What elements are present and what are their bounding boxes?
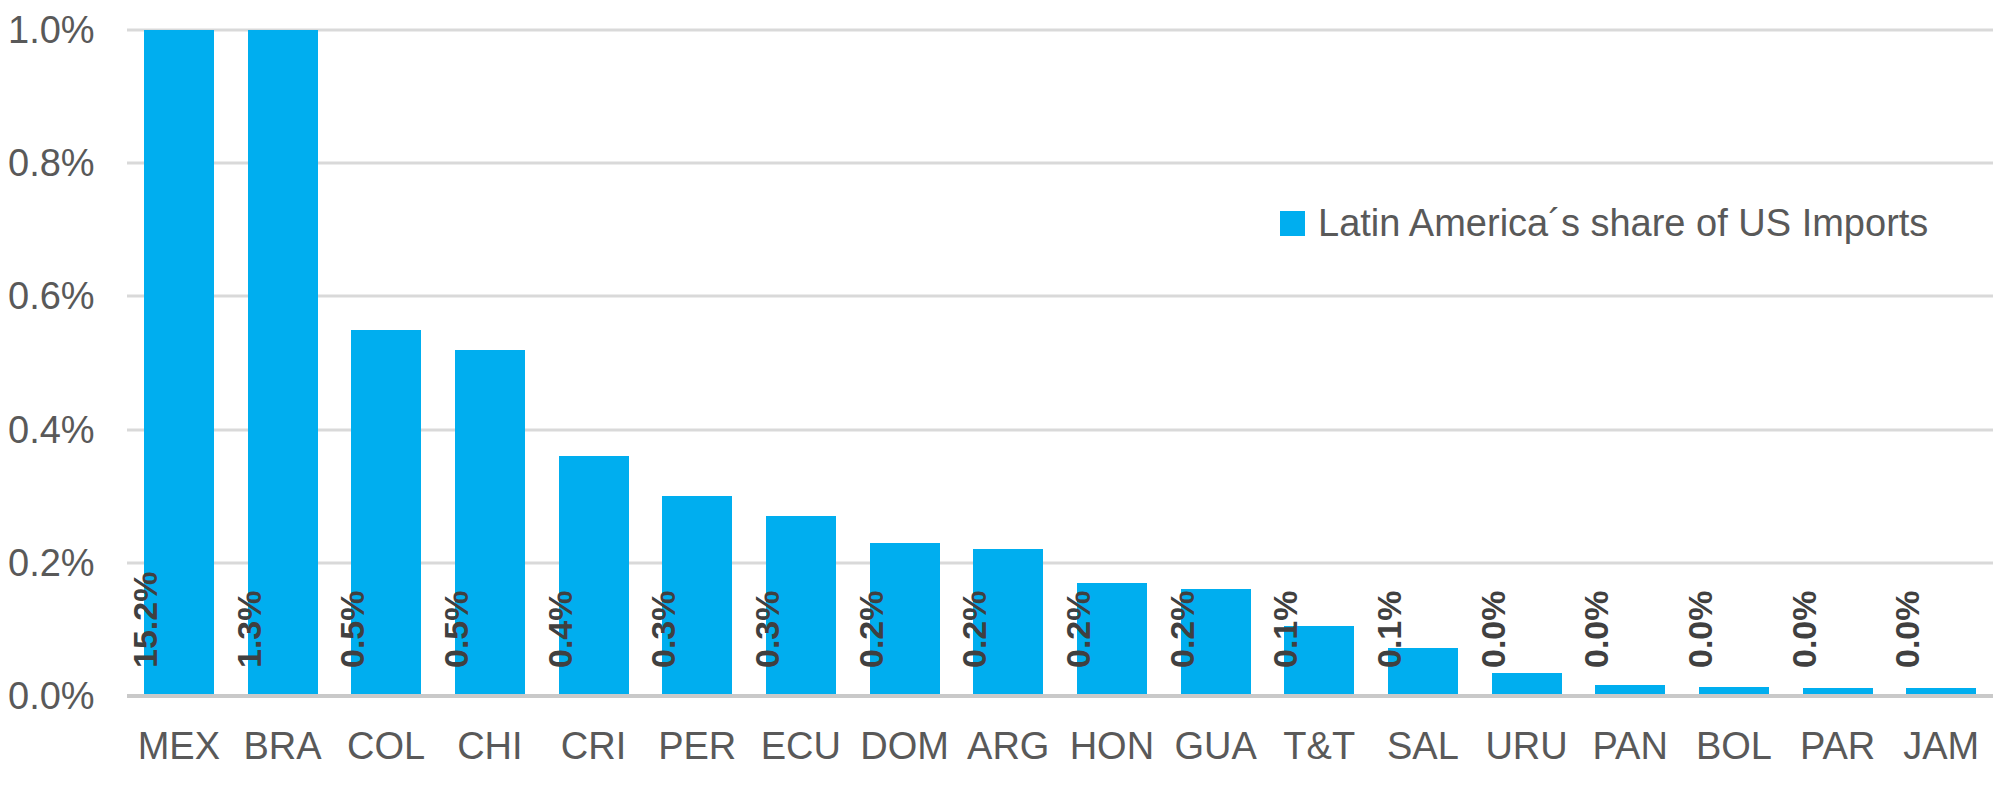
- legend-swatch-icon: [1280, 211, 1305, 236]
- bar-cell: 0.2%: [1164, 30, 1268, 696]
- plot-area: 15.2% 1.3% 0.5% 0.5% 0.4% 0.3% 0.3% 0.2% 0.2% 0.2…: [127, 30, 1993, 696]
- bar-cell: 0.2%: [853, 30, 957, 696]
- bar-cell: 0.4%: [542, 30, 646, 696]
- x-tick-label: PER: [645, 722, 749, 770]
- y-tick-label: 0.2%: [8, 544, 95, 582]
- bar: [1492, 673, 1562, 696]
- x-tick-label: PAN: [1578, 722, 1682, 770]
- bar-cell: 0.0%: [1786, 30, 1890, 696]
- x-tick-label: GUA: [1164, 722, 1268, 770]
- bar-value-label: 0.0%: [1579, 591, 1613, 669]
- bar-value-label: 0.2%: [854, 591, 888, 669]
- x-tick-label: MEX: [127, 722, 231, 770]
- x-axis-line: [127, 694, 1993, 698]
- x-axis: MEXBRACOLCHICRIPERECUDOMARGHONGUAT&TSALU…: [127, 722, 1993, 770]
- y-tick-label: 0.4%: [8, 411, 95, 449]
- x-tick-label: COL: [334, 722, 438, 770]
- bar-cell: 0.1%: [1371, 30, 1475, 696]
- bar-value-label: 0.3%: [750, 591, 784, 669]
- legend: Latin America´s share of US Imports: [1280, 200, 1928, 246]
- y-tick-label: 0.0%: [8, 677, 95, 715]
- y-tick-label: 0.8%: [8, 144, 95, 182]
- y-tick-label: 1.0%: [8, 11, 95, 49]
- bar-cell: 1.3%: [231, 30, 335, 696]
- bar-value-label: 0.5%: [335, 591, 369, 669]
- bar-cell: 0.3%: [645, 30, 749, 696]
- bar-value-label: 0.0%: [1683, 591, 1717, 669]
- x-tick-label: CHI: [438, 722, 542, 770]
- bar-cell: 0.0%: [1475, 30, 1579, 696]
- bar-cell: 0.5%: [334, 30, 438, 696]
- x-tick-label: T&T: [1267, 722, 1371, 770]
- bar-cell: 15.2%: [127, 30, 231, 696]
- x-tick-label: ARG: [956, 722, 1060, 770]
- bar-series: 15.2% 1.3% 0.5% 0.5% 0.4% 0.3% 0.3% 0.2% 0.2% 0.2…: [127, 30, 1993, 696]
- bar-value-label: 1.3%: [232, 591, 266, 669]
- x-tick-label: DOM: [853, 722, 957, 770]
- bar-cell: 0.2%: [1060, 30, 1164, 696]
- bar-cell: 0.5%: [438, 30, 542, 696]
- bar-cell: 0.0%: [1578, 30, 1682, 696]
- x-tick-label: URU: [1475, 722, 1579, 770]
- x-tick-label: SAL: [1371, 722, 1475, 770]
- x-tick-label: HON: [1060, 722, 1164, 770]
- x-tick-label: BRA: [231, 722, 335, 770]
- bar-value-label: 15.2%: [128, 572, 162, 668]
- bar-value-label: 0.1%: [1372, 591, 1406, 669]
- bar-cell: 0.2%: [956, 30, 1060, 696]
- x-tick-label: CRI: [542, 722, 646, 770]
- bar-cell: 0.1%: [1267, 30, 1371, 696]
- bar-value-label: 0.0%: [1787, 591, 1821, 669]
- y-axis: 1.0%0.8%0.6%0.4%0.2%0.0%: [0, 30, 127, 696]
- bar-cell: 0.0%: [1889, 30, 1993, 696]
- bar-value-label: 0.2%: [1165, 591, 1199, 669]
- bar-value-label: 0.4%: [543, 591, 577, 669]
- legend-label: Latin America´s share of US Imports: [1318, 200, 1928, 246]
- chart-root: 1.0% 0.8% 0.6% 0.4% 0.2% 0.0% 15.2% 1.3% 0.5% 0.…: [0, 0, 2013, 786]
- x-tick-label: BOL: [1682, 722, 1786, 770]
- bar-cell: 0.3%: [749, 30, 853, 696]
- bar-value-label: 0.0%: [1890, 591, 1924, 669]
- bar-cell: 0.0%: [1682, 30, 1786, 696]
- bar-value-label: 0.2%: [1061, 591, 1095, 669]
- bar-value-label: 0.2%: [957, 591, 991, 669]
- bar-value-label: 0.0%: [1476, 591, 1510, 669]
- bar-value-label: 0.3%: [646, 591, 680, 669]
- x-tick-label: JAM: [1889, 722, 1993, 770]
- x-tick-label: PAR: [1786, 722, 1890, 770]
- bar-value-label: 0.1%: [1268, 591, 1302, 669]
- x-tick-label: ECU: [749, 722, 853, 770]
- bar-value-label: 0.5%: [439, 591, 473, 669]
- y-tick-label: 0.6%: [8, 277, 95, 315]
